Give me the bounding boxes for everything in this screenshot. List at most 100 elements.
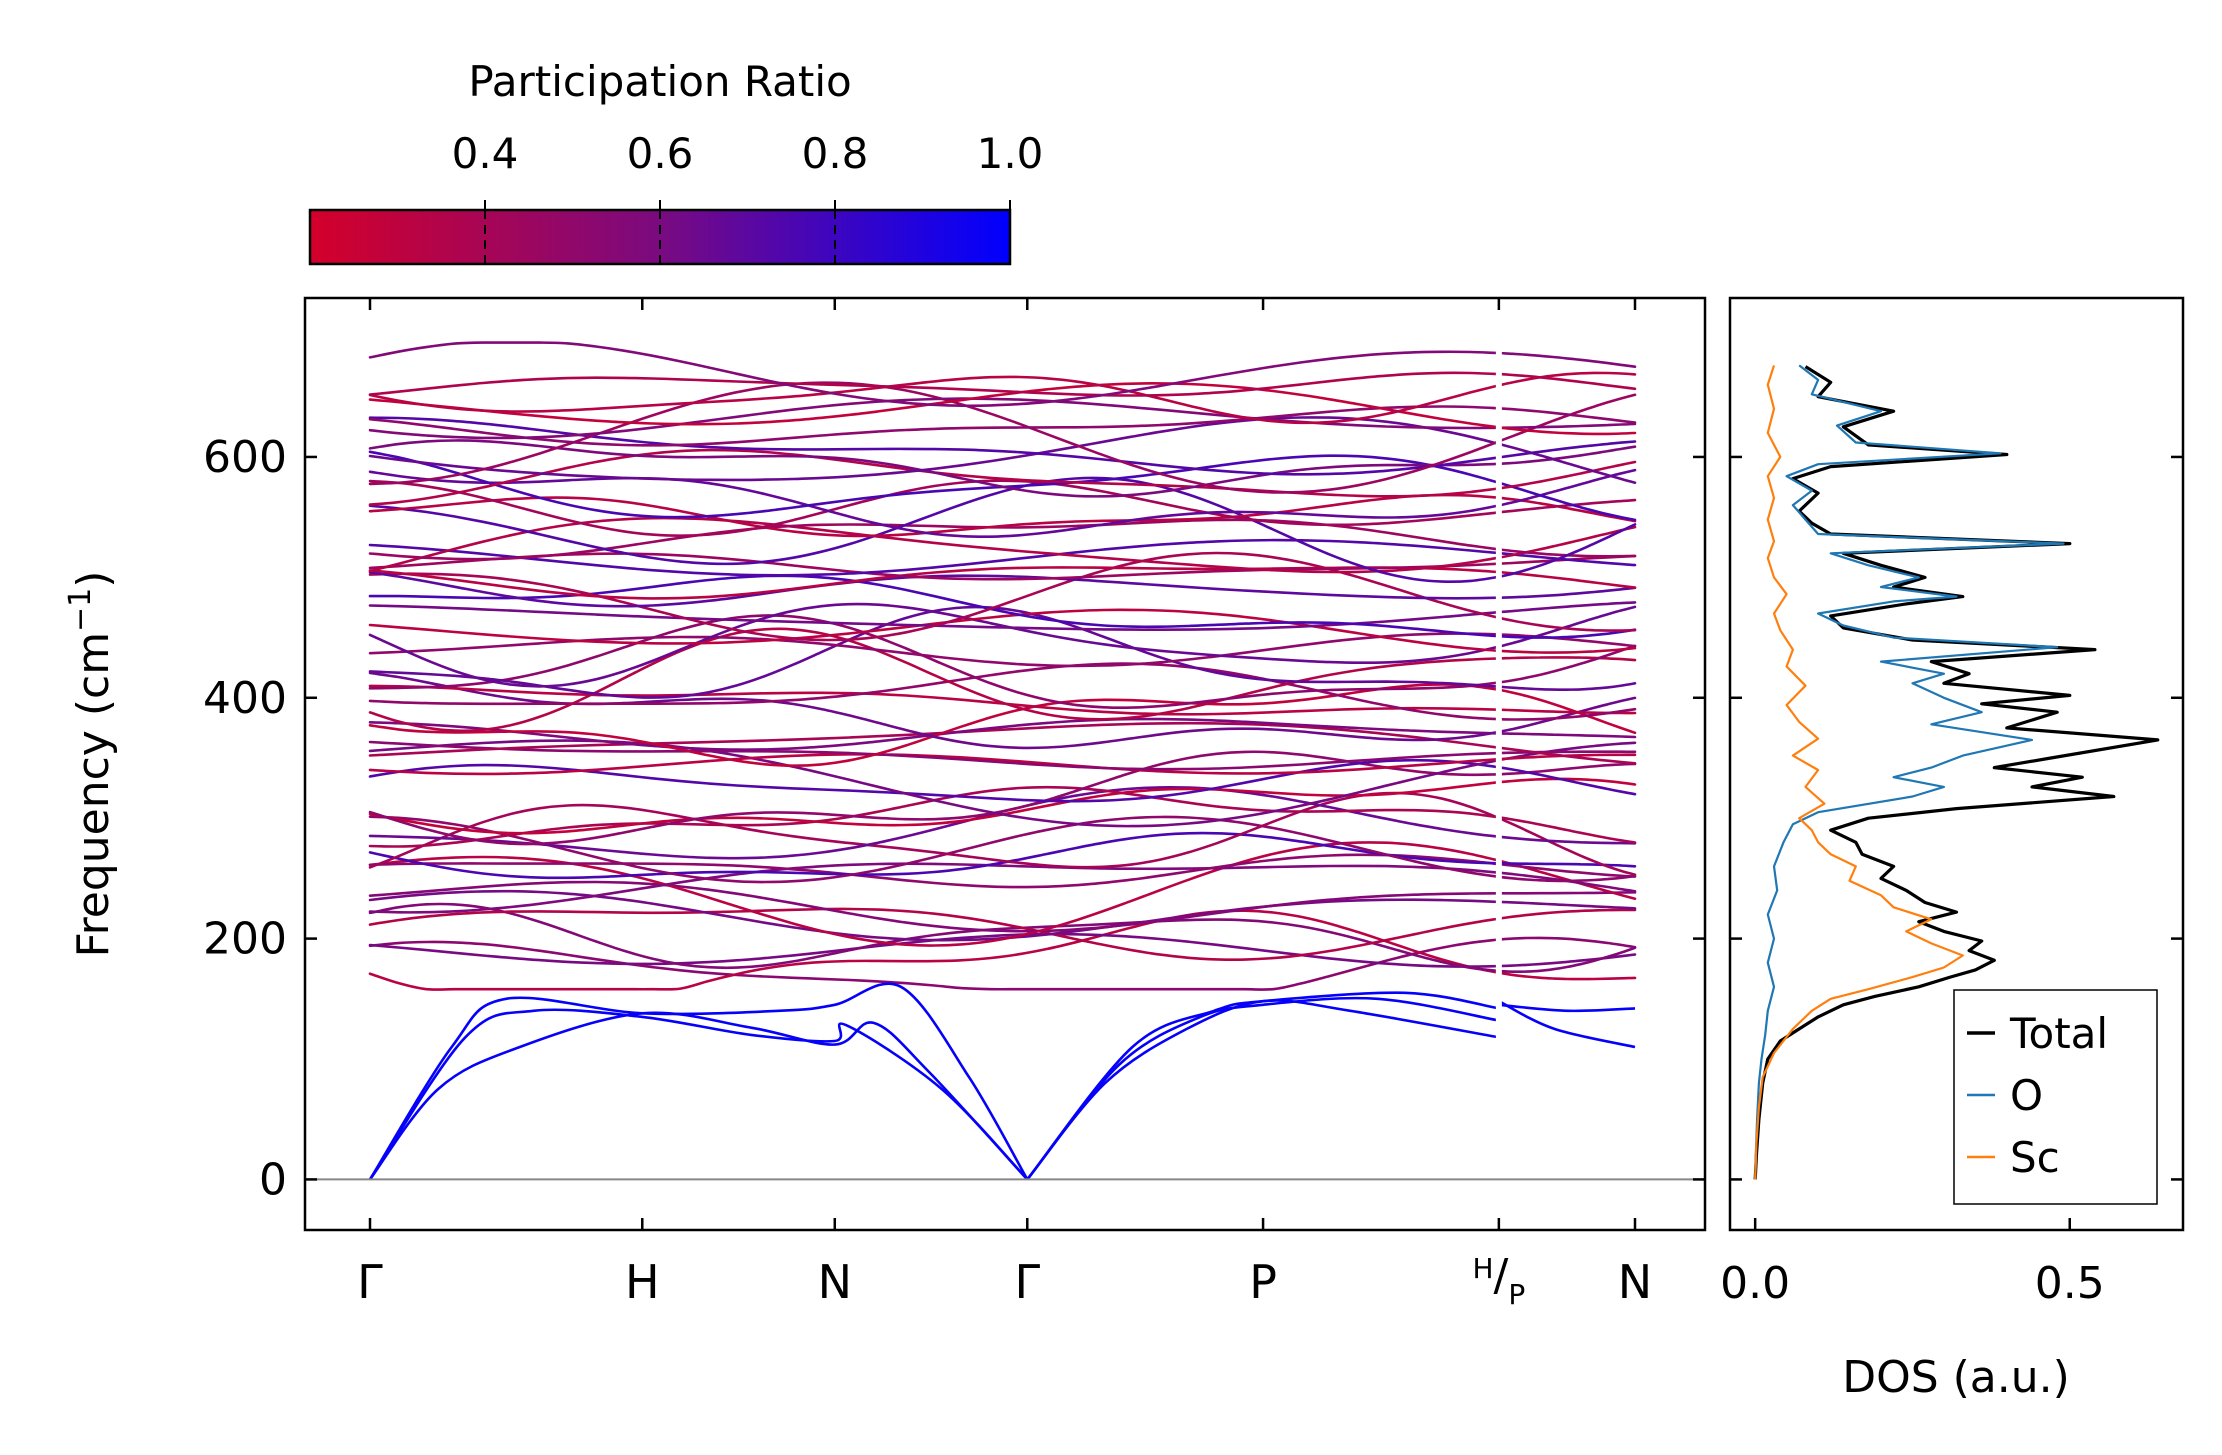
x-tick-label: H/P <box>1472 1250 1525 1311</box>
y-tick-label: 0 <box>259 1154 287 1205</box>
legend-label-sc: Sc <box>2010 1133 2060 1182</box>
optical-branch <box>368 614 1501 710</box>
optical-branch <box>368 907 1501 962</box>
optical-branch <box>368 815 1501 884</box>
optical-branch <box>1497 777 1637 786</box>
dos-panel: 0.0 0.5 DOS (a.u.) Total O Sc <box>1720 296 2185 1403</box>
dos-line-o <box>1754 364 2065 1180</box>
optical-branch <box>368 841 1501 947</box>
y-axis-label-end: ) <box>68 571 119 588</box>
y-tick-label: 600 <box>203 432 287 483</box>
optical-branch <box>1497 481 1637 522</box>
optical-branch <box>368 341 1501 408</box>
optical-branch <box>368 632 1501 668</box>
acoustic-3 <box>368 982 1029 1181</box>
optical-branch <box>1497 633 1637 648</box>
dos-x-tick-label: 0.5 <box>2035 1258 2105 1309</box>
acoustic-6 <box>1026 991 1500 1181</box>
optical-branch <box>1497 644 1637 684</box>
x-tick-label: N <box>1618 1255 1652 1309</box>
colorbar-ticks: 0.4 0.6 0.8 1.0 <box>452 129 1044 264</box>
optical-branch <box>1497 445 1637 466</box>
dos-lines <box>1753 364 2160 1180</box>
optical-branch <box>368 750 1501 846</box>
band-axes: 0 200 400 600 Γ H N Γ P H/P N <box>203 298 1705 1311</box>
dos-legend: Total O Sc <box>1953 989 2158 1205</box>
dos-axes: 0.0 0.5 <box>1720 455 2183 1309</box>
band-structure-panel: 0 200 400 600 Γ H N Γ P H/P N Frequency (cm−1) <box>63 296 1707 1311</box>
optical-branch <box>1497 946 1637 974</box>
colorbar-title: Participation Ratio <box>468 57 851 106</box>
optical-branch <box>1497 440 1637 459</box>
optical-branch <box>368 791 1501 869</box>
optical-branch <box>1497 862 1637 878</box>
optical-branch <box>1497 732 1637 739</box>
legend-items: Total O Sc <box>1967 1009 2108 1182</box>
optical-branch <box>1497 616 1637 632</box>
optical-branch <box>368 662 1501 721</box>
optical-branch <box>1497 646 1637 654</box>
optical-branch <box>368 516 1501 574</box>
optical-branch <box>1497 656 1637 662</box>
y-axis-label-main: Frequency (cm <box>68 632 119 958</box>
optical-branch <box>1497 688 1637 735</box>
y-tick-label: 400 <box>203 673 287 724</box>
optical-branch <box>368 602 1501 688</box>
dos-x-tick-label: 0.0 <box>1720 1258 1790 1309</box>
optical-branch <box>368 375 1501 425</box>
y-axis-label: Frequency (cm−1) <box>63 571 119 958</box>
optical-branch <box>368 416 1501 476</box>
colorbar-tick-label: 0.4 <box>452 129 519 178</box>
dos-line-sc <box>1754 365 1964 1180</box>
optical-branch <box>368 758 1501 803</box>
optical-branch <box>368 780 1501 835</box>
optical-branch <box>368 853 1501 889</box>
optical-branch <box>1497 862 1637 868</box>
colorbar-tick-label: 1.0 <box>977 129 1044 178</box>
optical-branch <box>1497 746 1637 765</box>
optical-branch <box>1497 874 1637 883</box>
acoustic-7 <box>1498 1000 1636 1049</box>
optical-branch <box>1497 351 1637 368</box>
optical-branch <box>1497 523 1637 579</box>
optical-branch <box>1497 422 1637 430</box>
x-tick-label: P <box>1249 1255 1277 1309</box>
optical-branch <box>1497 741 1637 762</box>
optical-branch <box>368 909 1501 991</box>
colorbar-tick-label: 0.8 <box>802 129 869 178</box>
optical-branch <box>368 493 1501 538</box>
optical-branch <box>368 739 1501 828</box>
optical-branch <box>368 902 1501 973</box>
optical-branch <box>1497 460 1637 490</box>
dos-x-axis-label: DOS (a.u.) <box>1842 1352 2070 1403</box>
optical-branch <box>1497 766 1637 796</box>
optical-branch <box>368 470 1501 539</box>
x-tick-label: H <box>625 1255 660 1309</box>
optical-branch <box>1497 442 1637 484</box>
colorbar-tick-label: 0.6 <box>627 129 694 178</box>
optical-branch <box>368 405 1501 447</box>
x-tick-label: Γ <box>357 1255 383 1309</box>
dos-plot-frame <box>1728 296 2185 1232</box>
y-tick-label: 200 <box>203 914 287 965</box>
optical-branch <box>1497 900 1637 910</box>
optical-branch <box>368 880 1501 933</box>
optical-branch <box>1497 371 1637 387</box>
optical-branch <box>368 862 1501 914</box>
optical-branch <box>368 740 1501 771</box>
optical-branch <box>1497 605 1637 648</box>
legend-label-o: O <box>2010 1071 2043 1120</box>
optical-branch <box>1497 835 1637 845</box>
optical-branch <box>1497 551 1637 567</box>
colorbar: Participation Ratio 0.4 0.6 0.8 1.0 <box>308 57 1044 266</box>
optical-branch <box>1497 498 1637 514</box>
optical-branch <box>1497 908 1637 920</box>
optical-branch <box>368 476 1501 584</box>
optical-branch <box>368 938 1501 991</box>
optical-branch <box>368 627 1501 733</box>
y-axis-label-exponent: −1 <box>63 588 98 632</box>
optical-branch <box>368 574 1501 638</box>
x-tick-label: Γ <box>1014 1255 1040 1309</box>
optical-branch <box>368 416 1501 482</box>
